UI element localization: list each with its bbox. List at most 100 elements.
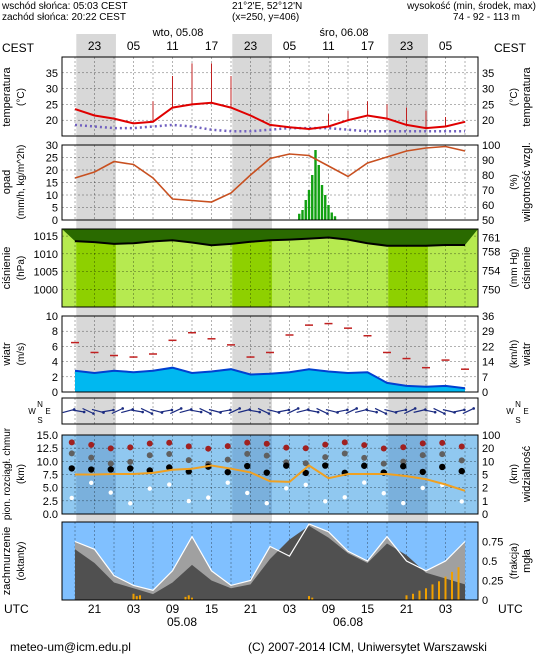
height-values: 74 - 92 - 113 m (453, 12, 520, 23)
right-tick-label: 35 (482, 68, 494, 80)
left-tick-label: 5 (52, 203, 58, 215)
bottom-hour-label: 03 (283, 602, 297, 616)
top-hour-label: 05 (283, 39, 297, 53)
left-tick-label: 10 (46, 190, 58, 202)
wind-direction-arrow (247, 409, 260, 413)
right-tick-label: 2 (482, 483, 488, 495)
wind-direction-arrowhead (82, 410, 86, 414)
top-hour-label: 17 (361, 39, 375, 53)
cloud-mid-dot (458, 457, 465, 464)
night-band (388, 316, 428, 392)
wind-direction-arrowhead (170, 408, 174, 412)
fog-bar (405, 595, 408, 600)
cloud-base-dot (458, 467, 465, 475)
wind-direction-arrow (433, 407, 445, 415)
cloud-top-dot (68, 439, 75, 446)
cloud-mid-dot (322, 454, 329, 461)
humidity-axis-title: wilgotność wzgl. (521, 142, 533, 222)
fog-axis-unit: (frakcja) (509, 543, 520, 579)
cest-label-right: CEST (494, 41, 527, 55)
pressure-above-fill (62, 229, 478, 246)
pressure-axis-title-right: ciśnienie (521, 247, 533, 290)
dewpoint-line (74, 123, 465, 133)
left-tick-label: 30 (46, 140, 58, 152)
wind-direction-arrowhead (413, 407, 417, 410)
contact-email-link[interactable]: meteo-um@icm.edu.pl (10, 640, 131, 654)
right-tick-label: 30 (482, 84, 494, 96)
right-tick-label: 0.25 (482, 576, 503, 588)
cloud-low-dot (108, 490, 113, 495)
wind-direction-arrow (130, 409, 143, 413)
right-tick-label: 20 (482, 443, 494, 455)
compass-s: S (515, 416, 520, 425)
left-tick-label: 1005 (34, 267, 58, 279)
compass-s: S (37, 416, 42, 425)
wind-direction-arrowhead (326, 412, 329, 415)
visibility-line (75, 464, 466, 492)
left-tick-label: 12.5 (37, 443, 58, 455)
precipitation-bar (327, 205, 330, 220)
cloud-top-dot (302, 445, 309, 452)
cloud-low-dot (420, 485, 425, 491)
right-tick-label: 761 (482, 233, 500, 245)
cloud-top-dot (458, 443, 465, 450)
day1-top-label: wto, 05.08 (152, 27, 204, 39)
cloud-low-dot (381, 491, 386, 496)
wind-direction-arrow (257, 407, 270, 415)
left-tick-label: 6 (52, 341, 58, 353)
fog-bar (135, 596, 138, 600)
wind-direction-arrow (170, 407, 182, 415)
left-tick-label: 8 (52, 326, 58, 338)
left-tick-label: 35 (46, 68, 58, 80)
cloud-base-dot (302, 469, 309, 477)
right-tick-label: 0 (482, 595, 488, 607)
precipitation-bar (320, 185, 324, 220)
wind-direction-arrowhead (258, 410, 261, 414)
wind-direction-arrowhead (179, 407, 183, 410)
right-tick-label: 754 (482, 265, 500, 277)
wind-direction-arrow (140, 407, 153, 415)
panel-border (61, 144, 479, 221)
bottom-hour-label: 09 (322, 602, 336, 616)
cloud-base-dot (88, 466, 95, 473)
night-band (388, 57, 428, 136)
bottom-hour-label: 21 (88, 602, 102, 616)
top-hour-label: 11 (166, 39, 179, 53)
right-tick-label: 0 (482, 387, 488, 399)
fog-bar (139, 595, 141, 600)
left-tick-label: 1010 (34, 249, 58, 261)
cloud-mid-dot (341, 450, 348, 457)
wind-direction-arrowhead (209, 412, 212, 415)
right-tick-label: 758 (482, 247, 500, 259)
fog-bar (308, 596, 310, 600)
wind-direction-arrowhead (384, 412, 388, 415)
right-tick-label: 100 (482, 430, 500, 442)
left-tick-label: 10 (46, 311, 58, 323)
compass-n: N (37, 400, 43, 409)
cloud-low-dot (323, 499, 328, 504)
wind-direction-arrow (316, 407, 328, 415)
wind-direction-arrowhead (141, 410, 144, 414)
cloud-mid-dot (146, 452, 153, 459)
cloud-low-dot (401, 500, 406, 506)
cloud-low-dot (69, 495, 74, 501)
temperature-line (74, 101, 466, 131)
precipitation-bar (330, 212, 333, 220)
wind-direction-arrowhead (296, 407, 300, 410)
wind-direction-arrowhead (92, 412, 95, 415)
bottom-hour-label: 15 (205, 602, 219, 616)
visibility-axis-title: widzialność (521, 445, 533, 503)
wind-direction-arrow (335, 409, 348, 413)
wind-direction-arrow (276, 409, 290, 413)
panel-border (61, 397, 479, 425)
bottom-hour-label: 21 (400, 602, 414, 616)
wind-direction-arrowhead (267, 412, 271, 415)
cloud-top-dot (88, 441, 95, 448)
fog-bar (425, 588, 427, 600)
fog-bar (444, 576, 447, 600)
wind-direction-arrow (228, 407, 240, 415)
wind-direction-arrow (111, 407, 123, 415)
fog-bar (418, 590, 421, 600)
precipitation-bar (314, 150, 317, 220)
night-band (232, 57, 272, 136)
